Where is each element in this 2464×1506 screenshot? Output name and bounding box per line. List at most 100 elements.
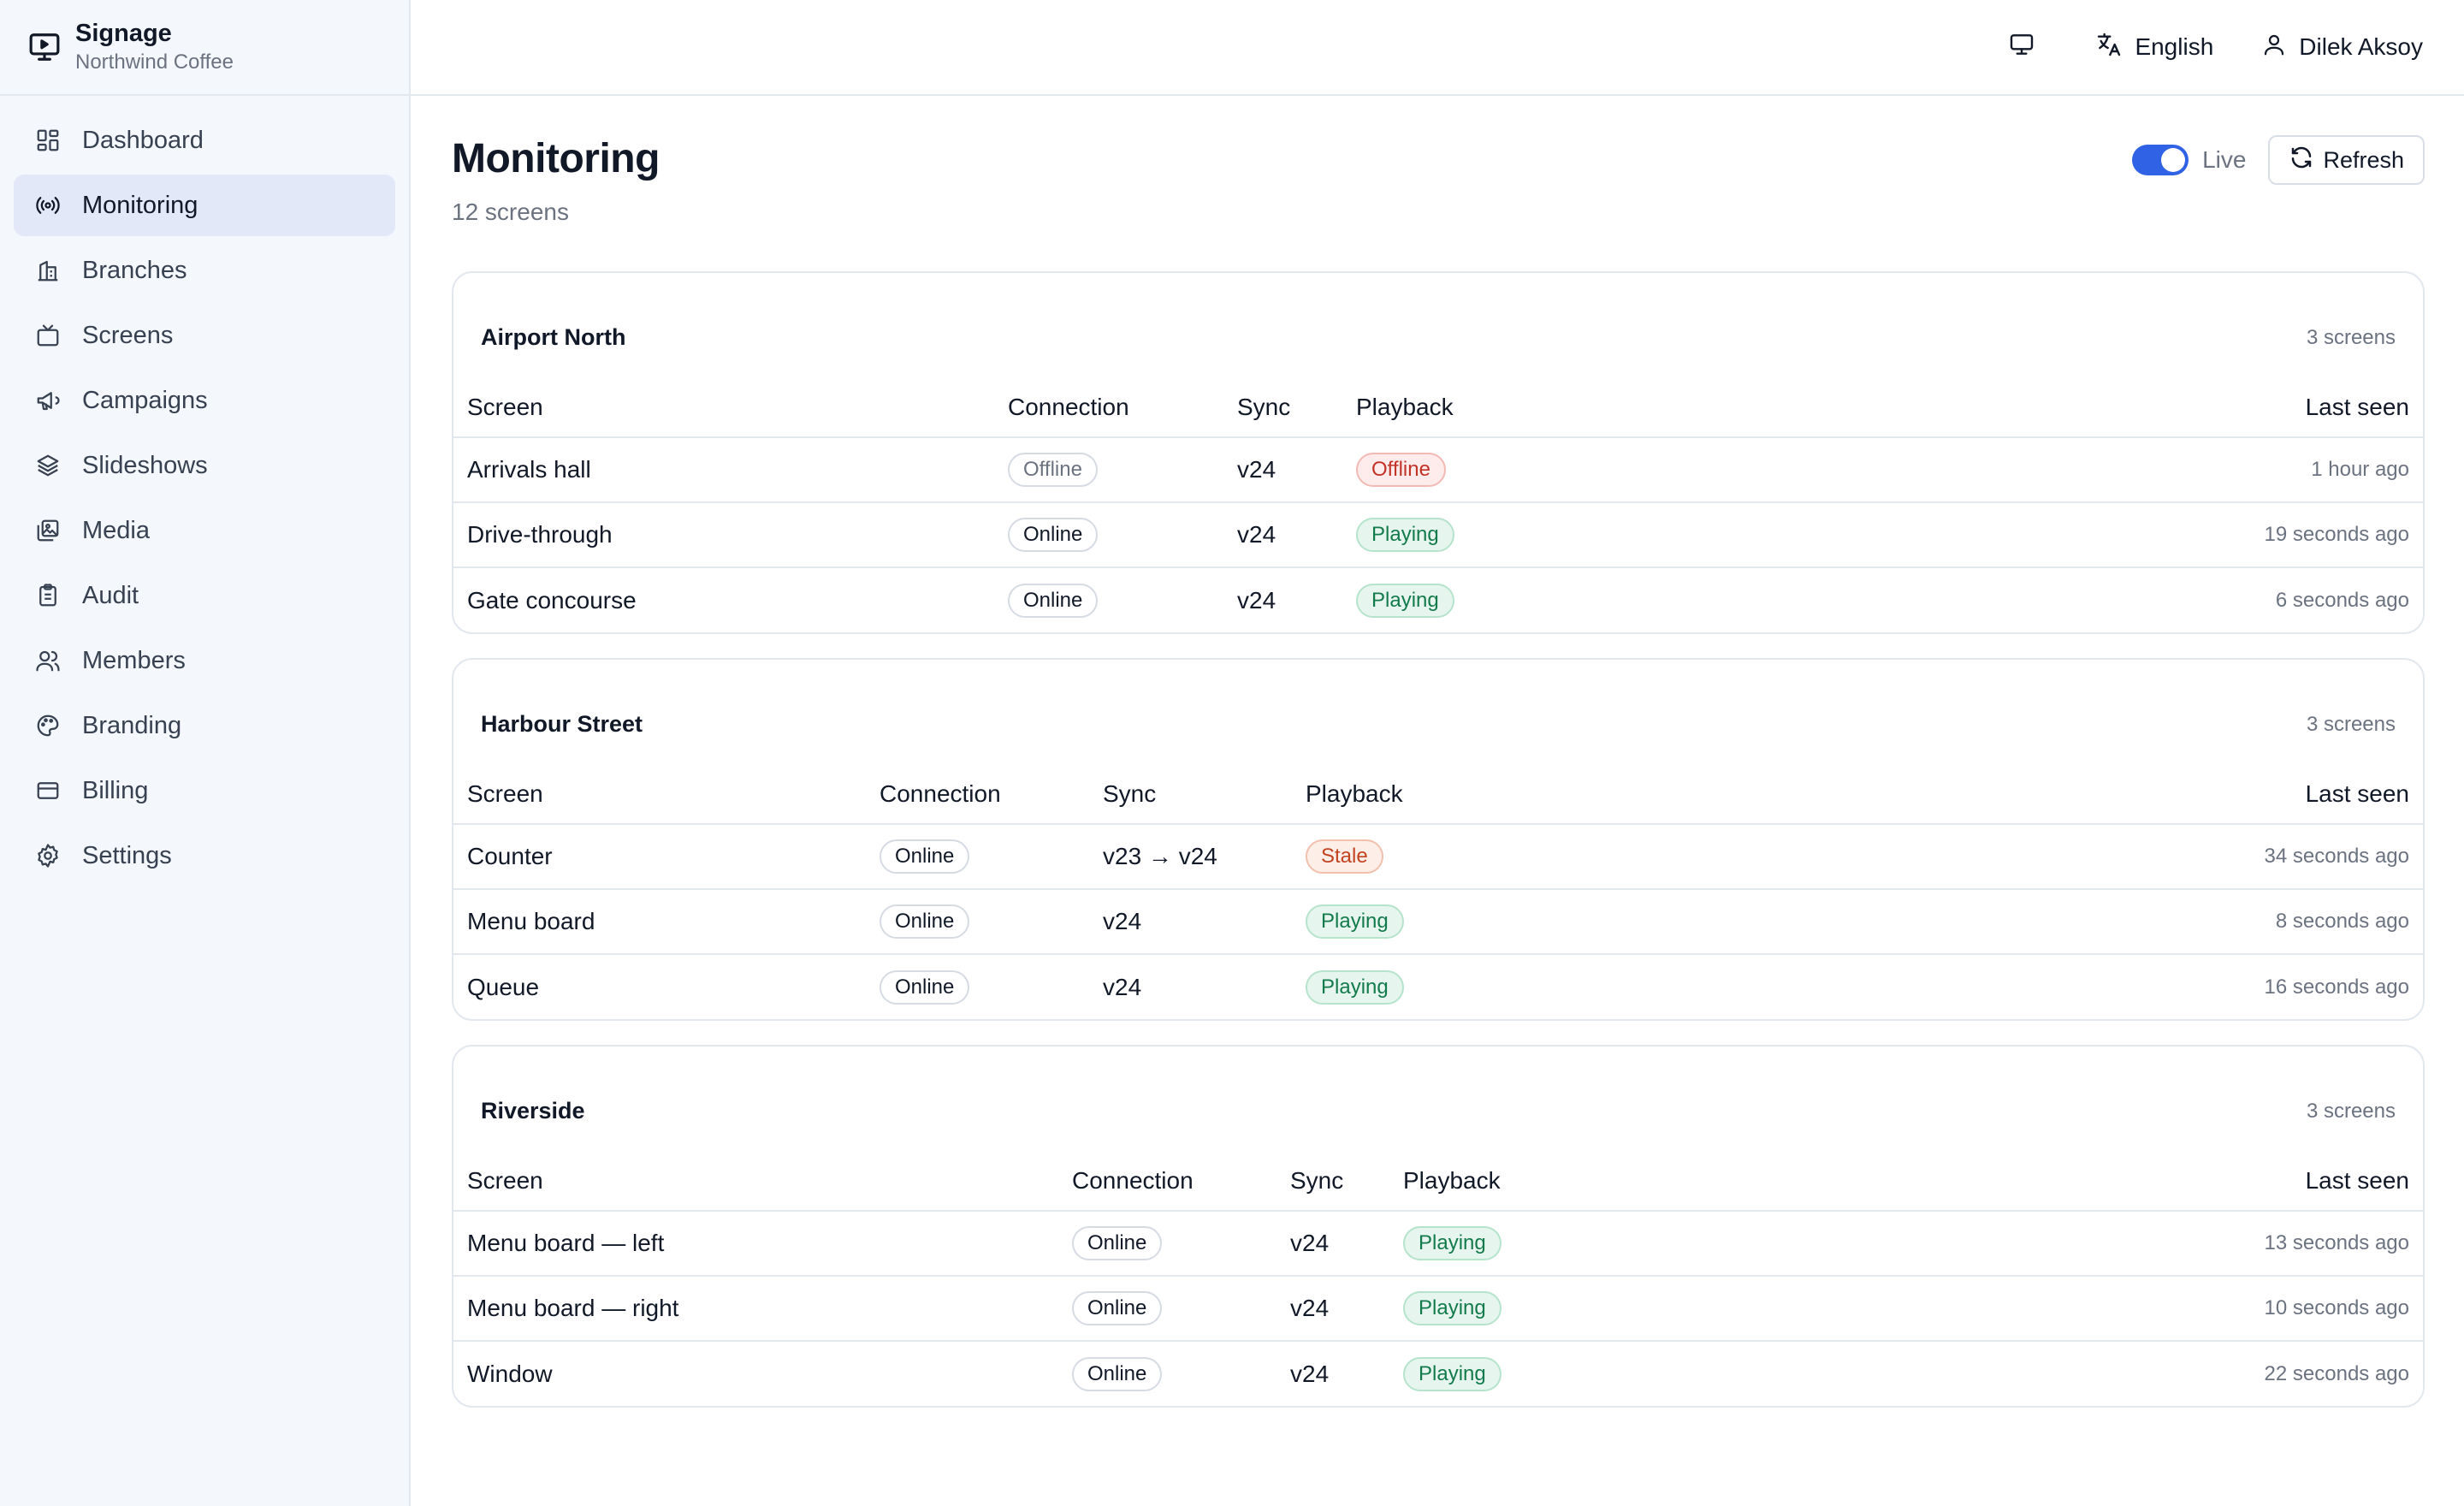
- branch-title: Harbour Street: [481, 711, 643, 737]
- sidebar: Signage Northwind Coffee Dashboard Monit…: [0, 0, 411, 1506]
- column-header-screen[interactable]: Screen: [453, 1151, 1058, 1212]
- column-header-last-seen[interactable]: Last seen: [2115, 764, 2423, 825]
- sidebar-item-members[interactable]: Members: [14, 630, 395, 691]
- building-icon: [34, 257, 62, 284]
- last-seen: 19 seconds ago: [2115, 502, 2423, 568]
- last-seen: 6 seconds ago: [2275, 588, 2409, 612]
- table-row[interactable]: Menu board — left Online v24 Playing 13 seco…: [453, 1211, 2423, 1277]
- connection-cell: Online: [866, 954, 1089, 1019]
- header-actions: Live Refresh: [2132, 135, 2425, 185]
- sidebar-item-label: Screens: [82, 321, 174, 349]
- branch-title: Airport North: [481, 324, 626, 350]
- column-header-connection[interactable]: Connection: [866, 764, 1089, 825]
- screens-table: Screen Connection Sync Playback Last seen Men…: [453, 1151, 2423, 1406]
- sidebar-item-label: Branches: [82, 256, 187, 284]
- table-header-row: Screen Connection Sync Playback Last seen: [453, 1151, 2423, 1212]
- sidebar-item-label: Monitoring: [82, 191, 198, 219]
- connection-cell: Online: [866, 889, 1089, 955]
- sidebar-item-dashboard[interactable]: Dashboard: [14, 110, 395, 171]
- sidebar-item-media[interactable]: Media: [14, 500, 395, 561]
- connection-badge: Online: [1072, 1291, 1163, 1325]
- table-row[interactable]: Window Online v24 Playing 22 seconds ago: [453, 1341, 2423, 1406]
- sidebar-item-monitoring[interactable]: Monitoring: [14, 175, 395, 236]
- screen-name: Menu board — right: [453, 1276, 1058, 1342]
- sidebar-item-campaigns[interactable]: Campaigns: [14, 370, 395, 431]
- screen-name: Counter: [453, 824, 866, 890]
- column-header-playback[interactable]: Playback: [1389, 1151, 2115, 1212]
- live-toggle[interactable]: [2132, 145, 2189, 175]
- playback-cell: Playing: [1389, 1276, 2115, 1342]
- table-row[interactable]: Menu board — right Online v24 Playing 10 sec…: [453, 1276, 2423, 1342]
- user-menu-button[interactable]: Dilek Aksoy: [2261, 32, 2423, 63]
- screen-name: Window: [467, 1360, 553, 1387]
- sidebar-nav: Dashboard Monitoring Branches Screens Ca…: [0, 96, 409, 904]
- connection-badge: Online: [880, 904, 970, 939]
- refresh-button[interactable]: Refresh: [2268, 135, 2425, 185]
- tv-icon: [34, 322, 62, 349]
- table-header-row: Screen Connection Sync Playback Last seen: [453, 764, 2423, 825]
- connection-badge: Online: [1072, 1226, 1163, 1260]
- branch-card: Riverside 3 screens Screen Connection Sync Pl…: [452, 1045, 2425, 1408]
- screen-name: Gate concourse: [467, 586, 637, 614]
- column-header-connection[interactable]: Connection: [1058, 1151, 1276, 1212]
- sidebar-item-branches[interactable]: Branches: [14, 240, 395, 301]
- table-row[interactable]: Gate concourse Online v24 Playing 6 seconds …: [453, 567, 2423, 632]
- card-header: Riverside 3 screens: [453, 1046, 2423, 1151]
- table-row[interactable]: Menu board Online v24 Playing 8 seconds ago: [453, 889, 2423, 955]
- sidebar-item-branding[interactable]: Branding: [14, 695, 395, 756]
- palette-icon: [34, 712, 62, 739]
- column-header-sync[interactable]: Sync: [1089, 764, 1292, 825]
- sidebar-item-label: Campaigns: [82, 386, 208, 414]
- sidebar-item-label: Members: [82, 646, 186, 674]
- page-title: Monitoring: [452, 136, 660, 181]
- last-seen: 10 seconds ago: [2115, 1276, 2423, 1342]
- screen-count: 3 screens: [2306, 713, 2396, 736]
- clipboard-icon: [34, 582, 62, 609]
- connection-badge: Online: [1008, 583, 1099, 618]
- table-row[interactable]: Counter Online v23 → v24 Stale 34 seconds ag…: [453, 824, 2423, 890]
- playback-badge: Playing: [1356, 518, 1454, 552]
- column-header-sync[interactable]: Sync: [1223, 377, 1342, 438]
- sidebar-item-billing[interactable]: Billing: [14, 760, 395, 821]
- playback-cell: Playing: [1292, 889, 2115, 955]
- playback-badge: Playing: [1306, 904, 1404, 939]
- playback-cell: Playing: [1389, 1211, 2115, 1277]
- column-header-screen[interactable]: Screen: [453, 377, 994, 438]
- column-header-playback[interactable]: Playback: [1292, 764, 2115, 825]
- table-row[interactable]: Drive-through Online v24 Playing 19 seconds …: [453, 502, 2423, 568]
- table-row[interactable]: Queue Online v24 Playing 16 seconds ago: [453, 954, 2423, 1019]
- sync-version: v24: [1290, 1360, 1330, 1387]
- column-header-connection[interactable]: Connection: [994, 377, 1223, 438]
- sidebar-item-settings[interactable]: Settings: [14, 825, 395, 886]
- playback-badge: Playing: [1306, 969, 1404, 1005]
- branch-card: Airport North 3 screens Screen Connection Sy…: [452, 271, 2425, 634]
- connection-cell: Online: [1058, 1341, 1276, 1406]
- language-button[interactable]: English: [2095, 31, 2213, 64]
- sidebar-item-screens[interactable]: Screens: [14, 305, 395, 366]
- sidebar-item-label: Branding: [82, 711, 182, 739]
- brand-subtitle: Northwind Coffee: [75, 50, 234, 74]
- last-seen: 22 seconds ago: [2264, 1361, 2409, 1385]
- sync-version: v24: [1276, 1211, 1389, 1277]
- branch-card: Harbour Street 3 screens Screen Connection S…: [452, 658, 2425, 1021]
- sidebar-item-label: Slideshows: [82, 451, 208, 479]
- sync-version: v24: [1276, 1276, 1389, 1342]
- sidebar-item-slideshows[interactable]: Slideshows: [14, 435, 395, 496]
- display-button[interactable]: [2008, 31, 2047, 64]
- connection-cell: Offline: [994, 437, 1223, 503]
- brand[interactable]: Signage Northwind Coffee: [0, 0, 409, 96]
- translate-icon: [2095, 31, 2135, 64]
- column-header-sync[interactable]: Sync: [1276, 1151, 1389, 1212]
- column-header-last-seen[interactable]: Last seen: [2115, 377, 2423, 438]
- table-row[interactable]: Arrivals hall Offline v24 Offline 1 hour ago: [453, 437, 2423, 503]
- screens-table: Screen Connection Sync Playback Last seen Arr…: [453, 377, 2423, 632]
- connection-badge: Online: [1008, 518, 1099, 552]
- language-label: English: [2135, 33, 2214, 60]
- column-header-playback[interactable]: Playback: [1342, 377, 2115, 438]
- sidebar-item-audit[interactable]: Audit: [14, 565, 395, 626]
- sync-version: v24: [1223, 502, 1342, 568]
- column-header-screen[interactable]: Screen: [453, 764, 866, 825]
- last-seen: 13 seconds ago: [2115, 1211, 2423, 1277]
- connection-cell: Online: [994, 502, 1223, 568]
- column-header-last-seen[interactable]: Last seen: [2115, 1151, 2423, 1212]
